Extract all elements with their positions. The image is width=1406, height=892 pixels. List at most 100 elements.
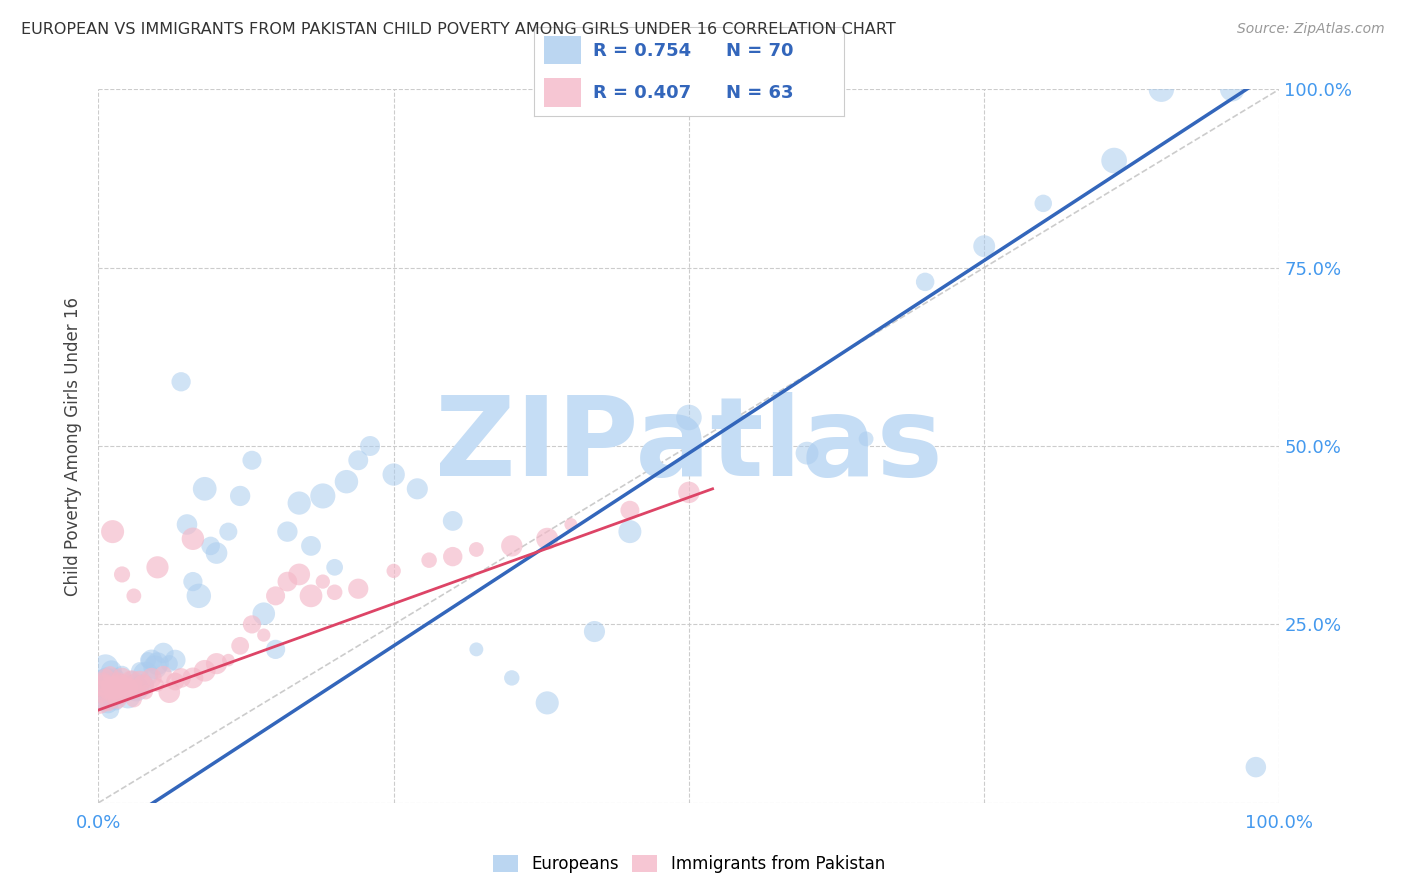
Point [97,696,120,710]
Point [143,660,166,674]
Point [96,671,118,685]
Point [240,617,263,632]
Point [194,482,217,496]
Point [323,560,346,574]
Point [128,664,150,678]
Point [103,689,125,703]
Point [973,239,995,253]
Point [115,681,138,696]
Point [536,696,558,710]
Point [101,524,124,539]
FancyBboxPatch shape [544,78,581,107]
Point [101,689,124,703]
Point [194,664,217,678]
Point [1032,196,1054,211]
Y-axis label: Child Poverty Among Girls Under 16: Child Poverty Among Girls Under 16 [65,296,83,596]
Point [335,475,357,489]
Point [96,685,118,699]
Point [382,467,405,482]
Point [132,678,155,692]
Text: ZIPatlas: ZIPatlas [434,392,943,500]
Point [253,607,276,621]
Point [112,681,135,696]
Point [181,574,204,589]
Point [98,678,121,692]
Point [90,689,112,703]
Point [288,496,311,510]
Point [619,503,641,517]
Point [187,589,209,603]
Point [93,692,115,706]
Text: EUROPEAN VS IMMIGRANTS FROM PAKISTAN CHILD POVERTY AMONG GIRLS UNDER 16 CORRELAT: EUROPEAN VS IMMIGRANTS FROM PAKISTAN CHI… [21,22,896,37]
Point [128,674,150,689]
Point [359,439,381,453]
Point [240,453,263,467]
Point [229,489,252,503]
Point [91,681,114,696]
Point [98,703,121,717]
Point [299,539,322,553]
Point [108,685,131,699]
Point [146,657,169,671]
Point [382,564,405,578]
Point [276,574,298,589]
Point [104,671,127,685]
Point [105,685,128,699]
Point [1150,82,1173,96]
Point [855,432,877,446]
Point [118,685,141,699]
Point [121,671,143,685]
Point [98,678,121,692]
Point [90,685,112,699]
Text: N = 70: N = 70 [725,42,793,60]
Point [135,667,157,681]
Point [276,524,298,539]
Point [105,696,128,710]
Point [121,674,143,689]
Point [89,696,111,710]
Point [101,678,124,692]
Legend: Europeans, Immigrants from Pakistan: Europeans, Immigrants from Pakistan [486,848,891,880]
Point [181,671,204,685]
Point [678,485,700,500]
Point [1102,153,1125,168]
Point [104,681,127,696]
Point [146,678,169,692]
Point [560,517,582,532]
Text: R = 0.407: R = 0.407 [593,84,692,102]
Point [1220,82,1243,96]
Point [146,560,169,574]
Point [157,657,180,671]
Point [264,589,287,603]
Point [678,410,700,425]
Point [122,692,145,706]
Point [253,628,276,642]
Point [165,674,187,689]
Point [165,653,187,667]
Point [1244,760,1267,774]
Point [111,671,134,685]
Text: R = 0.754: R = 0.754 [593,42,692,60]
Point [205,546,228,560]
Point [536,532,558,546]
Point [141,653,163,667]
Point [100,685,122,699]
Point [103,678,125,692]
Point [229,639,252,653]
Point [112,678,135,692]
Point [97,696,120,710]
Point [200,539,222,553]
Point [91,674,114,689]
Point [141,671,163,685]
Point [122,589,145,603]
Point [135,685,157,699]
Point [111,567,134,582]
Point [288,567,311,582]
Point [117,689,139,703]
Point [323,585,346,599]
Point [107,674,129,689]
Point [264,642,287,657]
Point [418,553,440,567]
Point [619,524,641,539]
Point [181,532,204,546]
